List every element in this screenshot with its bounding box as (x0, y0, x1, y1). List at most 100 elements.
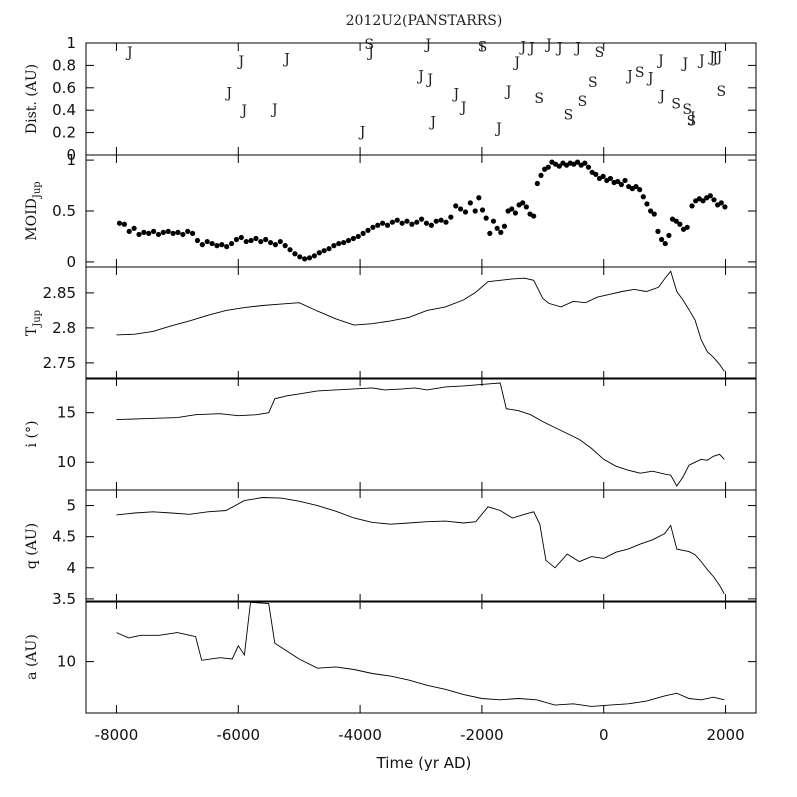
data-point (345, 237, 352, 244)
data-point (331, 243, 337, 249)
panel-frame (85, 600, 757, 714)
encounter-marker-J: J (710, 51, 718, 67)
data-point (523, 204, 529, 210)
data-point (180, 231, 186, 238)
encounter-marker-J: J (459, 100, 467, 116)
data-point (194, 237, 201, 244)
data-point (214, 243, 220, 249)
encounter-marker-J: J (282, 52, 290, 68)
encounter-marker-J: J (358, 124, 366, 140)
encounter-marker-J: J (423, 37, 431, 53)
series-line-q (116, 497, 725, 595)
y-tick-label: 10 (57, 453, 76, 471)
data-point (336, 240, 342, 247)
data-point (501, 223, 508, 229)
data-point (404, 218, 410, 224)
data-point (593, 171, 599, 177)
series-line-incl (116, 382, 725, 487)
encounter-marker-J: J (707, 49, 715, 65)
data-point (615, 178, 621, 185)
data-point (399, 220, 405, 226)
data-point (170, 230, 176, 236)
encounter-marker-J: J (224, 85, 232, 101)
y-tick-label: 4.5 (52, 528, 76, 546)
data-point (326, 246, 332, 252)
y-tick-label: 15 (57, 404, 76, 422)
data-point (658, 236, 665, 243)
y-axis-label: a (AU) (24, 634, 40, 680)
panel-frame (85, 266, 757, 380)
encounter-marker-J: J (240, 103, 248, 119)
data-point (640, 194, 646, 200)
data-point (311, 253, 318, 259)
encounter-marker-J: J (125, 45, 133, 61)
data-point (155, 231, 162, 238)
encounter-marker-J: J (555, 40, 563, 56)
x-tick-label: 0 (599, 726, 609, 744)
encounter-marker-J: J (494, 121, 502, 137)
encounter-marker-S: S (716, 84, 726, 100)
data-point (662, 240, 668, 247)
data-point (655, 228, 661, 234)
data-point (607, 175, 614, 182)
encounter-marker-J: J (688, 110, 696, 126)
data-point (637, 187, 643, 193)
data-point (253, 235, 259, 242)
series-line-a (116, 601, 725, 707)
encounter-marker-J: J (646, 71, 654, 87)
data-point (116, 220, 123, 226)
y-tick-label: 0.6 (52, 79, 76, 97)
y-axis-label-text: i (°) (24, 421, 40, 448)
y-axis-label: i (°) (24, 421, 40, 448)
data-point (292, 251, 298, 257)
panel-frame (85, 42, 757, 156)
data-point (228, 240, 235, 247)
series-line-tjup (116, 270, 725, 372)
y-axis-label: Dist. (AU) (24, 64, 40, 134)
y-tick-label: 1 (66, 34, 76, 52)
encounter-marker-S: S (635, 65, 645, 81)
y-axis-label-subscript: Jup (32, 310, 43, 328)
data-point (151, 228, 157, 234)
y-axis-label: q (AU) (24, 523, 40, 569)
data-point (350, 235, 356, 242)
encounter-marker-J: J (416, 68, 424, 84)
encounter-marker-J: J (656, 53, 664, 69)
y-tick-label: 0.4 (52, 101, 76, 119)
y-tick-label: 5 (66, 497, 76, 515)
data-point (498, 229, 504, 235)
data-point (258, 238, 264, 245)
y-tick-label: 0.8 (52, 56, 76, 74)
data-point (199, 242, 205, 248)
encounter-marker-J: J (425, 72, 433, 88)
y-tick-label: 2.8 (52, 319, 76, 337)
encounter-marker-J: J (657, 89, 665, 105)
y-tick-label: 0 (66, 253, 76, 271)
data-point (644, 201, 650, 207)
data-point (490, 218, 497, 224)
y-tick-label: 10 (57, 653, 76, 671)
data-point (302, 256, 308, 262)
data-point (423, 220, 430, 226)
y-axis-label-text: a (AU) (24, 634, 40, 680)
encounter-marker-J: J (573, 40, 581, 56)
y-axis-label-text: Dist. (AU) (24, 64, 40, 134)
x-tick-label: -4000 (338, 726, 382, 744)
panel-frame (85, 154, 757, 268)
data-point (263, 236, 269, 243)
panel-moid: 0 0.5 1 MOIDJup (24, 151, 757, 271)
data-point (718, 200, 724, 206)
data-point (355, 233, 361, 240)
x-tick-label: -2000 (460, 726, 504, 744)
encounter-marker-J: J (625, 68, 633, 84)
data-point (512, 210, 519, 216)
y-axis-label-text: q (AU) (24, 523, 40, 569)
data-point (531, 213, 537, 219)
data-point (433, 218, 439, 224)
data-point (316, 250, 322, 256)
y-axis-label-text: MOID (24, 198, 40, 241)
data-point (160, 229, 166, 235)
encounter-marker-J: J (544, 37, 552, 53)
data-point (476, 195, 482, 201)
